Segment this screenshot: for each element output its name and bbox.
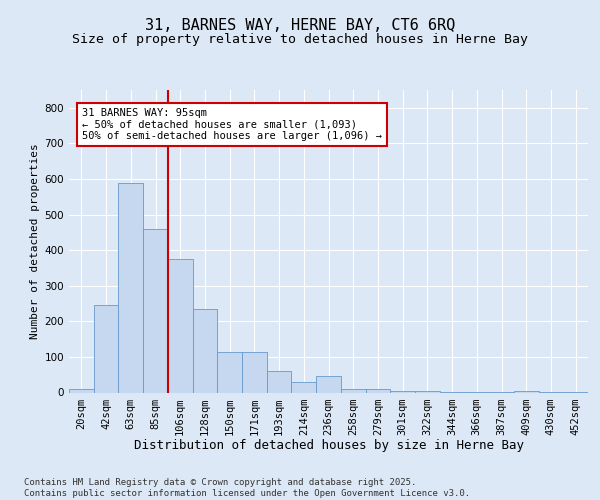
- Text: Contains HM Land Registry data © Crown copyright and database right 2025.
Contai: Contains HM Land Registry data © Crown c…: [24, 478, 470, 498]
- Text: 31, BARNES WAY, HERNE BAY, CT6 6RQ: 31, BARNES WAY, HERNE BAY, CT6 6RQ: [145, 18, 455, 32]
- Bar: [193, 309, 217, 392]
- Bar: [242, 352, 267, 393]
- Bar: [217, 352, 242, 393]
- Text: 31 BARNES WAY: 95sqm
← 50% of detached houses are smaller (1,093)
50% of semi-de: 31 BARNES WAY: 95sqm ← 50% of detached h…: [82, 108, 382, 141]
- Bar: [267, 371, 292, 392]
- Text: Size of property relative to detached houses in Herne Bay: Size of property relative to detached ho…: [72, 32, 528, 46]
- Bar: [292, 382, 316, 392]
- Bar: [94, 306, 118, 392]
- Bar: [69, 389, 94, 392]
- Bar: [118, 182, 143, 392]
- X-axis label: Distribution of detached houses by size in Herne Bay: Distribution of detached houses by size …: [133, 439, 523, 452]
- Bar: [390, 390, 415, 392]
- Y-axis label: Number of detached properties: Number of detached properties: [31, 144, 40, 339]
- Bar: [168, 259, 193, 392]
- Bar: [415, 390, 440, 392]
- Bar: [514, 390, 539, 392]
- Bar: [365, 389, 390, 392]
- Bar: [341, 389, 365, 392]
- Bar: [316, 376, 341, 392]
- Bar: [143, 229, 168, 392]
